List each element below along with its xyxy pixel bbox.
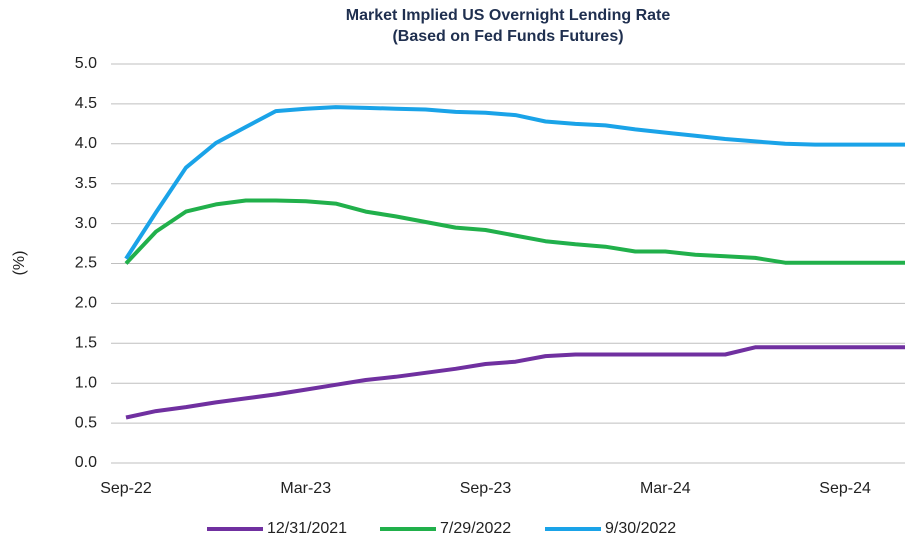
x-tick-label: Sep-24 xyxy=(819,480,871,497)
x-tick-label: Mar-23 xyxy=(280,480,331,497)
chart-subtitle: (Based on Fed Funds Futures) xyxy=(392,28,623,45)
y-tick-label: 5.0 xyxy=(75,55,97,72)
y-tick-label: 3.0 xyxy=(75,215,97,232)
legend-label: 7/29/2022 xyxy=(440,520,511,537)
line-series xyxy=(124,198,905,265)
line-series xyxy=(125,345,905,420)
y-tick-label: 1.0 xyxy=(75,374,97,391)
y-axis-label: (%) xyxy=(11,251,28,276)
legend-label: 12/31/2021 xyxy=(267,520,347,537)
y-tick-label: 4.0 xyxy=(75,135,97,152)
y-tick-label: 3.5 xyxy=(75,175,97,192)
y-tick-label: 0.5 xyxy=(75,414,97,431)
legend-label: 9/30/2022 xyxy=(605,520,676,537)
x-tick-label: Sep-23 xyxy=(460,480,512,497)
y-tick-label: 2.0 xyxy=(75,295,97,312)
chart-title: Market Implied US Overnight Lending Rate xyxy=(346,7,671,24)
x-tick-label: Mar-24 xyxy=(640,480,691,497)
y-tick-label: 0.0 xyxy=(75,454,97,471)
line-series xyxy=(124,105,905,260)
y-tick-label: 4.5 xyxy=(75,95,97,112)
y-tick-label: 2.5 xyxy=(75,255,97,272)
x-tick-label: Sep-22 xyxy=(100,480,152,497)
y-tick-label: 1.5 xyxy=(75,335,97,352)
